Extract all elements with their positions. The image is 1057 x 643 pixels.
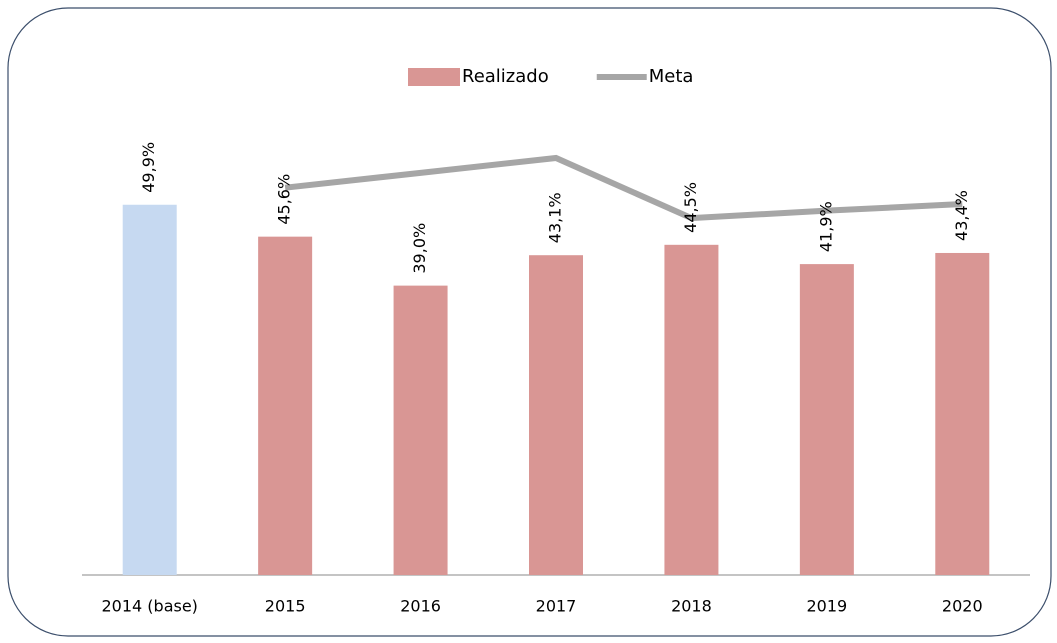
- data-label: 43,1%: [546, 192, 565, 243]
- bar: [529, 255, 583, 576]
- data-label: 43,4%: [952, 190, 971, 241]
- data-label: 49,9%: [139, 142, 158, 193]
- legend-label: Meta: [649, 66, 694, 87]
- legend-swatch: [408, 68, 460, 86]
- x-tick-label: 2016: [400, 597, 441, 616]
- bar: [393, 285, 448, 575]
- data-label: 45,6%: [275, 174, 294, 225]
- x-tick-label: 2020: [942, 597, 983, 616]
- x-tick-label: 2015: [265, 597, 306, 616]
- x-tick-label: 2017: [536, 597, 577, 616]
- bar: [122, 204, 177, 575]
- bar: [664, 244, 719, 575]
- x-tick-label: 2019: [806, 597, 847, 616]
- data-label: 41,9%: [816, 201, 835, 252]
- data-label: 39,0%: [410, 223, 429, 274]
- x-tick-label: 2018: [671, 597, 712, 616]
- x-tick-label: 2014 (base): [101, 597, 197, 616]
- bar: [935, 252, 990, 575]
- bar: [258, 236, 313, 575]
- data-label: 44,5%: [681, 182, 700, 233]
- bar: [799, 264, 854, 575]
- line: [284, 154, 963, 222]
- legend-label: Realizado: [462, 66, 549, 87]
